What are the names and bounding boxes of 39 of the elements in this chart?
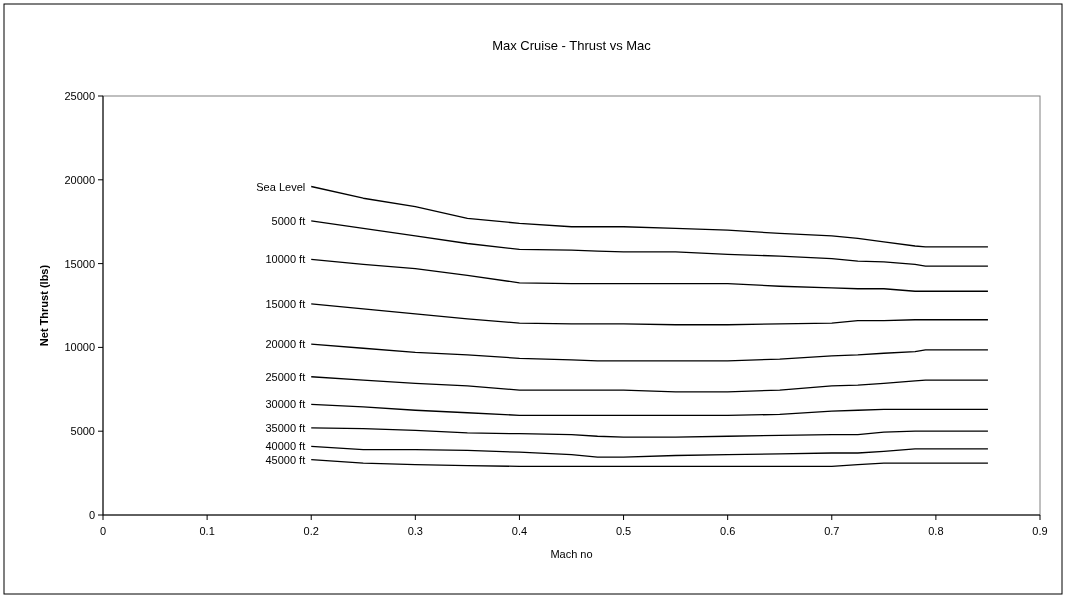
y-tick-label: 10000: [64, 341, 95, 354]
y-tick-label: 25000: [64, 90, 95, 102]
series-label: 40000 ft: [265, 440, 306, 453]
y-tick-label: 15000: [64, 257, 95, 270]
x-tick-label: 0.6: [720, 525, 736, 537]
line-series: [310, 445, 989, 458]
x-tick-label: 0.9: [1032, 525, 1048, 537]
line-series: [310, 376, 989, 393]
x-tick-label: 0.8: [928, 525, 944, 537]
x-tick-label: 0.4: [511, 525, 528, 537]
series-label: 20000 ft: [265, 338, 306, 351]
line-series: [310, 459, 989, 468]
series-label: 30000 ft: [265, 398, 306, 411]
line-series: [310, 258, 989, 292]
x-tick-label: 0: [99, 525, 107, 537]
series-label: 5000 ft: [271, 214, 306, 227]
chart-title: Max Cruise - Thrust vs Mac: [492, 38, 652, 53]
y-tick-label: 20000: [64, 173, 95, 186]
line-series: [310, 220, 989, 267]
x-tick-label: 0.1: [199, 525, 215, 537]
series-label: 45000 ft: [265, 453, 306, 466]
series-label: 15000 ft: [265, 297, 306, 310]
line-series: [310, 303, 989, 326]
x-tick-label: 0.5: [615, 525, 632, 537]
series-label: Sea Level: [256, 180, 306, 193]
line-series: [310, 185, 989, 248]
x-tick-label: 0.3: [407, 525, 423, 537]
y-tick-label: 0: [88, 509, 95, 521]
x-tick-label: 0.7: [824, 525, 840, 537]
x-axis-title: Mach no: [550, 548, 593, 560]
series-label: 25000 ft: [265, 370, 306, 383]
line-series: [310, 343, 989, 362]
y-tick-label: 5000: [70, 425, 95, 438]
line-series: [310, 427, 989, 438]
x-tick-label: 0.2: [303, 525, 319, 537]
series-label: 35000 ft: [265, 421, 306, 434]
line-series: [310, 403, 989, 416]
y-axis-title: Net Thrust (lbs): [38, 264, 50, 347]
series-label: 10000 ft: [265, 253, 306, 266]
